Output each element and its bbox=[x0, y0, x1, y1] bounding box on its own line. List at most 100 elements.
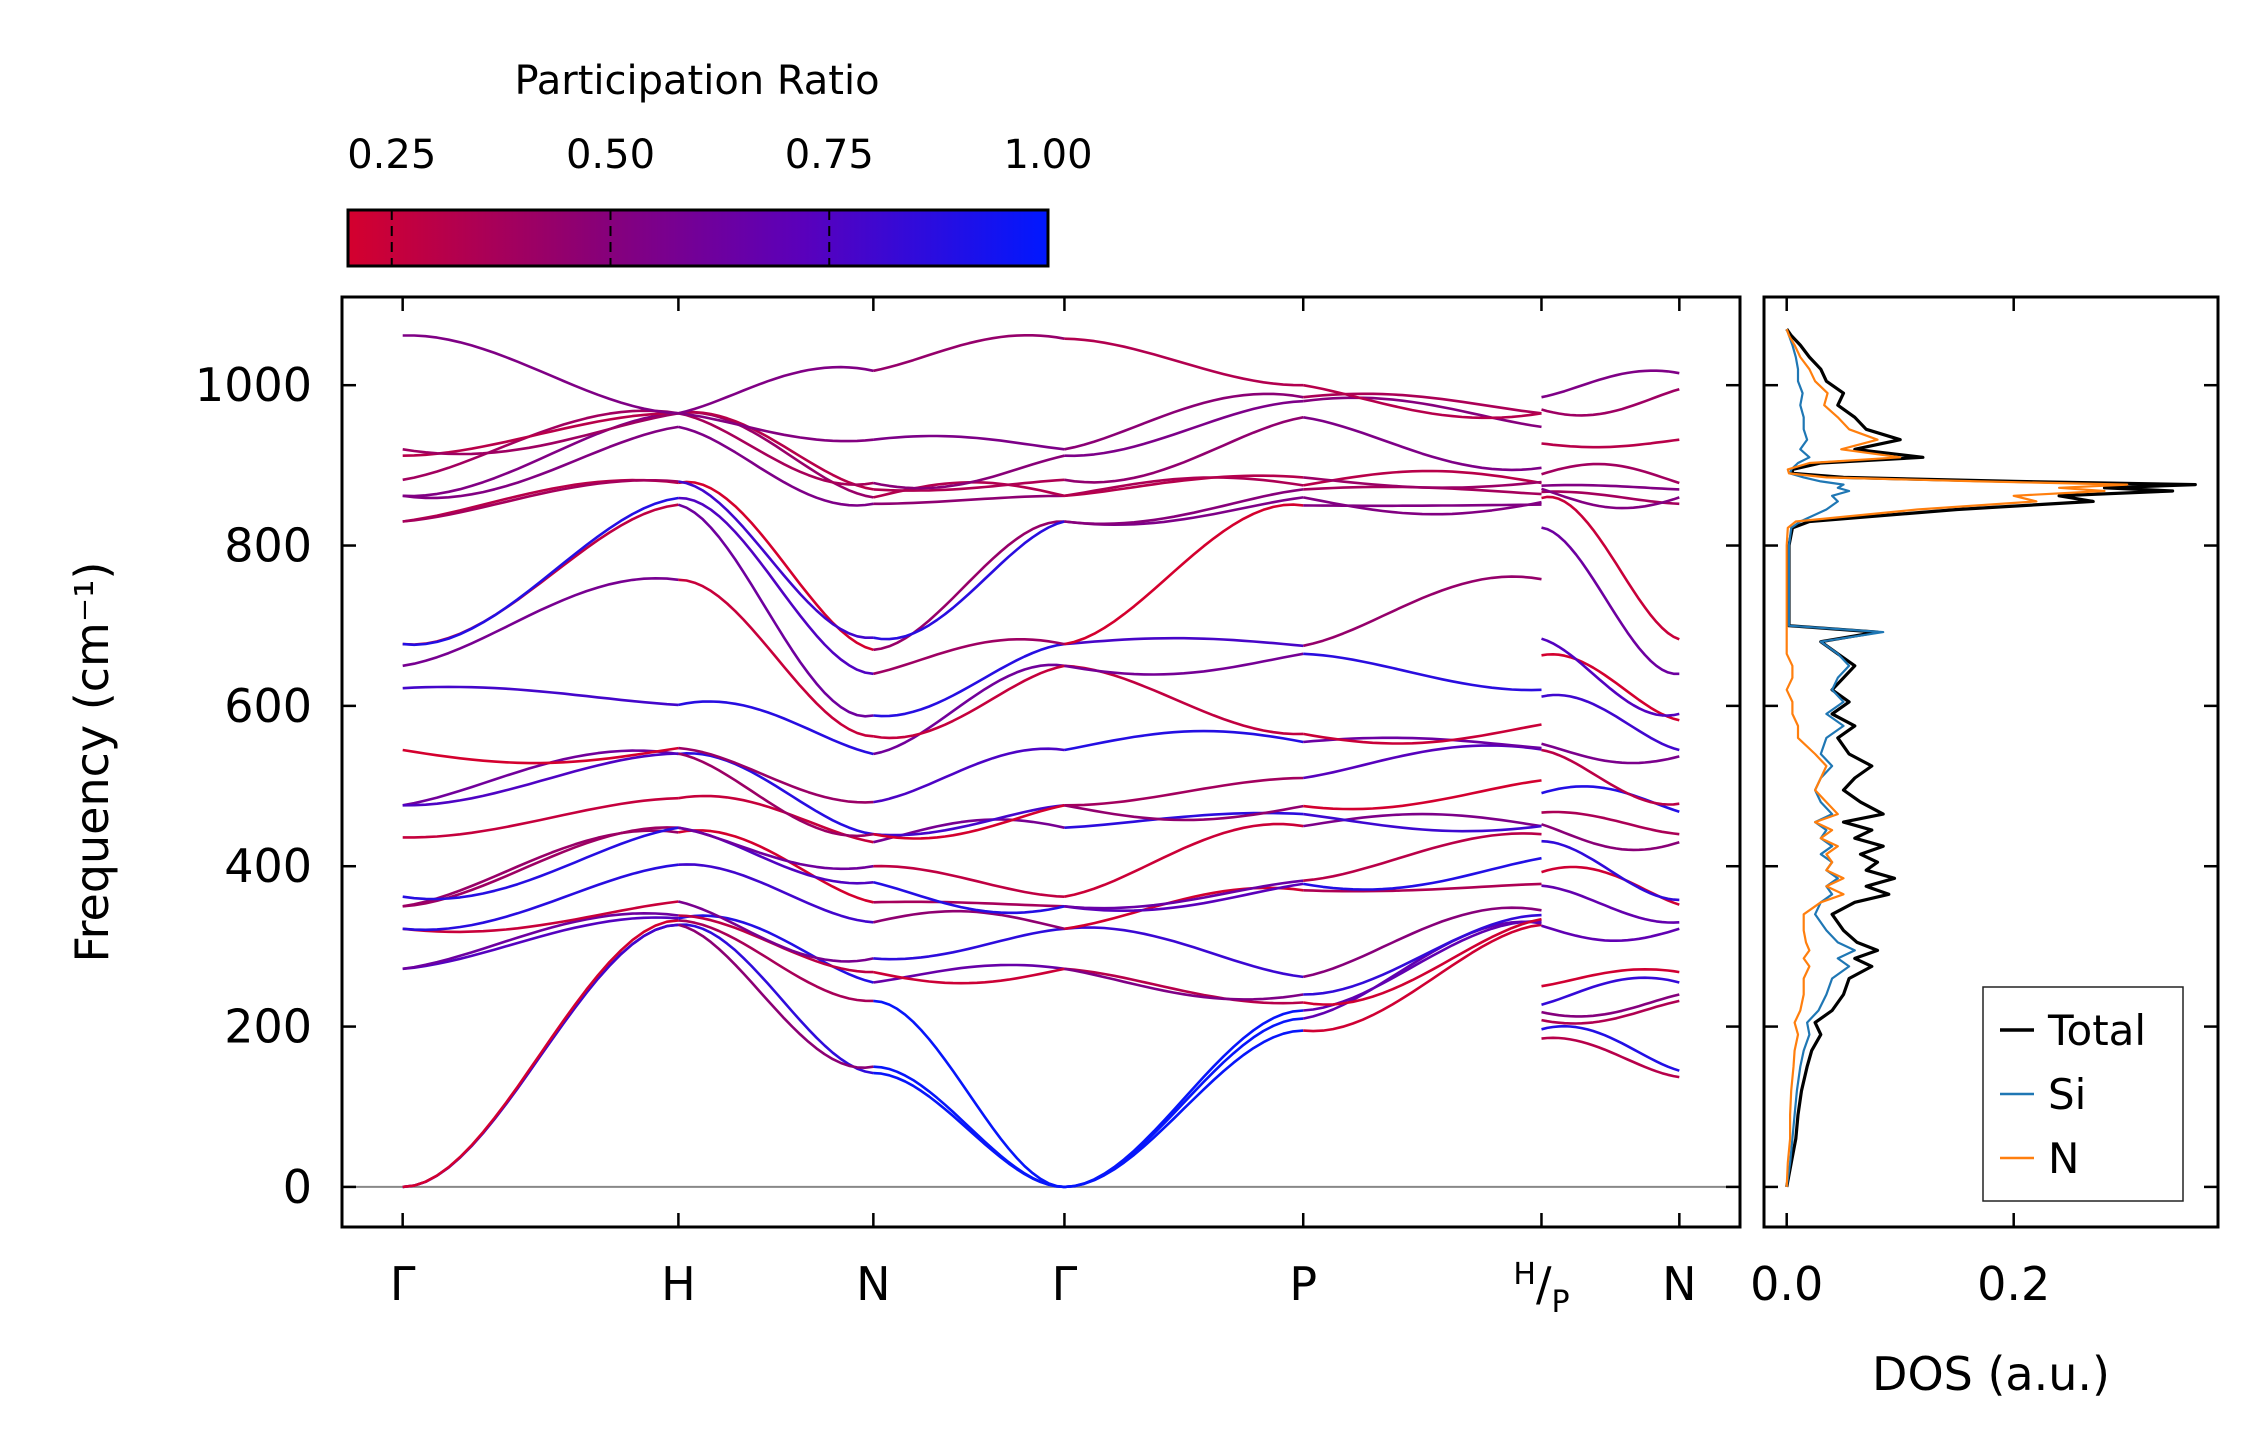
colorbar: Participation Ratio 0.25 0.50 0.75 1.00 bbox=[346, 58, 1093, 268]
phonon-branch bbox=[1541, 462, 1680, 485]
legend-label-si: Si bbox=[2048, 1070, 2086, 1119]
phonon-branch bbox=[678, 751, 874, 836]
phonon-branch bbox=[1064, 879, 1304, 910]
phonon-branch bbox=[1302, 856, 1542, 891]
phonon-branch bbox=[1302, 723, 1542, 745]
phonon-branch bbox=[873, 520, 1065, 652]
colorbar-ticks bbox=[390, 210, 1049, 266]
phonon-branch bbox=[1541, 1036, 1680, 1079]
phonon-branch bbox=[873, 520, 1065, 641]
phonon-branch bbox=[1064, 664, 1304, 736]
phonon-branch bbox=[873, 881, 1065, 915]
dos-line-total bbox=[1785, 328, 2197, 1188]
kpoint-label: N bbox=[856, 1257, 890, 1311]
phonon-branch bbox=[402, 685, 679, 707]
colorbar-tick-label: 0.75 bbox=[785, 132, 874, 178]
band-structure-panel: 0 200 400 600 800 1000 Γ H N Γ P H/P N Frequency (c… bbox=[65, 295, 1742, 1320]
phonon-branch bbox=[678, 914, 874, 984]
phonon-branch bbox=[678, 480, 874, 640]
phonon-branch bbox=[1064, 416, 1304, 484]
phonon-branch bbox=[1302, 469, 1542, 487]
phonon-branch bbox=[1541, 865, 1680, 906]
phonon-branch bbox=[677, 503, 874, 718]
colorbar-gradient bbox=[346, 208, 1050, 268]
phonon-branch bbox=[678, 829, 874, 904]
phonon-branch bbox=[402, 752, 679, 807]
phonon-branch bbox=[678, 410, 874, 491]
phonon-branch bbox=[1302, 744, 1542, 780]
phonon-branch bbox=[1303, 832, 1542, 882]
colorbar-tick-label: 0.50 bbox=[566, 132, 655, 178]
phonon-branch bbox=[402, 425, 679, 500]
phonon-branch bbox=[1541, 693, 1680, 752]
phonon-branch bbox=[873, 637, 1065, 676]
phonon-branch bbox=[678, 900, 874, 963]
kpoint-label: P bbox=[1289, 1257, 1317, 1311]
phonon-branch bbox=[678, 365, 874, 415]
phonon-branch bbox=[402, 503, 679, 646]
phonon-branch bbox=[1302, 416, 1542, 472]
phonon-branch bbox=[402, 478, 679, 523]
phonon-branch bbox=[1064, 503, 1304, 646]
phonon-branch bbox=[402, 749, 679, 807]
phonon-branch bbox=[1064, 967, 1304, 1005]
colorbar-title: Participation Ratio bbox=[514, 58, 879, 104]
phonon-branch bbox=[873, 804, 1065, 840]
phonon-branch bbox=[1303, 917, 1542, 1006]
phonon-branch bbox=[1064, 488, 1304, 526]
phonon-branch bbox=[873, 664, 1065, 740]
phonon-bands bbox=[402, 333, 1680, 1189]
phonon-branch bbox=[1064, 337, 1304, 387]
phonon-branch bbox=[873, 909, 1065, 931]
phonon-branch bbox=[873, 1065, 1065, 1189]
phonon-branch bbox=[873, 747, 1065, 804]
phonon-branch bbox=[1064, 1009, 1304, 1189]
phonon-branch bbox=[1541, 810, 1680, 836]
phonon-branch bbox=[1064, 882, 1304, 913]
phonon-branch bbox=[402, 796, 679, 839]
phonon-branch bbox=[1303, 652, 1542, 692]
phonon-branch bbox=[1303, 812, 1542, 833]
phonon-branch bbox=[402, 334, 679, 415]
phonon-branch bbox=[678, 923, 874, 1069]
phonon-branch bbox=[873, 454, 1065, 490]
phonon-branch bbox=[1064, 967, 1304, 1001]
phonon-branch bbox=[1064, 926, 1304, 979]
phonon-branch bbox=[1302, 920, 1542, 1020]
phonon-branch bbox=[1303, 913, 1542, 996]
legend: Total Si N bbox=[1982, 986, 2184, 1202]
phonon-branch bbox=[1064, 392, 1304, 451]
phonon-branch bbox=[1541, 924, 1680, 943]
phonon-branch bbox=[1064, 776, 1304, 807]
phonon-branch bbox=[1302, 906, 1542, 979]
phonon-branch bbox=[1541, 742, 1680, 765]
kpoint-label: Γ bbox=[1052, 1257, 1078, 1311]
legend-label-total: Total bbox=[2047, 1006, 2146, 1055]
phonon-branch bbox=[1541, 487, 1680, 510]
legend-label-n: N bbox=[2048, 1134, 2079, 1183]
dos-axis-label: DOS (a.u.) bbox=[1872, 1347, 2110, 1401]
kpoint-label: N bbox=[1662, 1257, 1696, 1311]
phonon-branch bbox=[1541, 993, 1680, 1018]
phonon-branch bbox=[402, 916, 679, 971]
phonon-branch bbox=[1064, 1017, 1304, 1189]
phonon-branch bbox=[1541, 483, 1680, 491]
phonon-branch bbox=[1541, 637, 1680, 717]
phonon-branch bbox=[1541, 652, 1680, 722]
phonon-branch bbox=[1541, 369, 1680, 399]
dos-panel: 0.0 0.2 DOS (a.u.) Total Si N bbox=[1750, 295, 2220, 1401]
phonon-branch bbox=[678, 496, 874, 676]
phonon-branch bbox=[1064, 474, 1304, 498]
phonon-branch bbox=[1541, 823, 1680, 852]
phonon-branch bbox=[402, 919, 679, 1189]
phonon-branch bbox=[1064, 729, 1304, 752]
phonon-branch bbox=[1303, 476, 1542, 490]
frequency-tick-label: 200 bbox=[224, 1000, 312, 1054]
phonon-branch bbox=[1541, 526, 1680, 676]
phonon-branch bbox=[873, 804, 1065, 837]
phonon-branch bbox=[402, 829, 679, 908]
phonon-branch bbox=[1541, 999, 1680, 1025]
phonon-branch bbox=[1303, 923, 1542, 1033]
phonon-branch bbox=[873, 333, 1065, 373]
dos-tick-label: 0.2 bbox=[1977, 1257, 2050, 1311]
